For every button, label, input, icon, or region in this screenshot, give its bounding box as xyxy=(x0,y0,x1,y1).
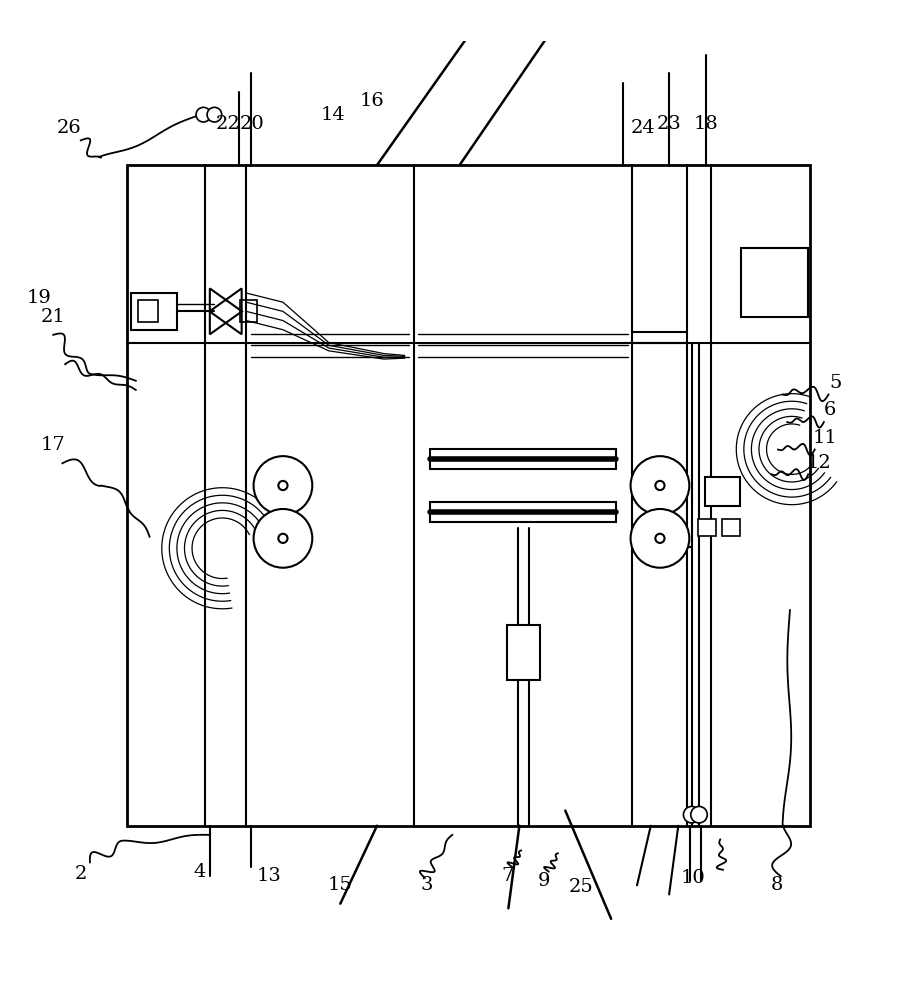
Text: 15: 15 xyxy=(328,876,353,894)
Text: 26: 26 xyxy=(56,119,81,137)
Bar xyxy=(507,625,540,680)
Circle shape xyxy=(630,456,689,515)
Bar xyxy=(705,477,740,506)
Circle shape xyxy=(690,806,707,823)
Text: 20: 20 xyxy=(240,115,265,133)
Text: 8: 8 xyxy=(771,876,784,894)
Circle shape xyxy=(279,534,288,543)
Text: 12: 12 xyxy=(807,454,832,472)
Circle shape xyxy=(196,107,210,122)
Text: 5: 5 xyxy=(830,374,842,392)
Text: 13: 13 xyxy=(257,867,282,885)
Bar xyxy=(131,293,177,330)
Text: 4: 4 xyxy=(194,863,206,881)
Text: 19: 19 xyxy=(27,289,52,307)
Bar xyxy=(430,502,616,522)
Text: 21: 21 xyxy=(41,308,66,326)
Text: 25: 25 xyxy=(569,878,593,896)
Text: 14: 14 xyxy=(320,106,345,124)
Text: 23: 23 xyxy=(656,115,681,133)
Bar xyxy=(240,300,257,322)
Bar xyxy=(138,300,158,322)
Circle shape xyxy=(207,107,222,122)
Bar xyxy=(722,519,740,536)
Bar xyxy=(741,248,809,317)
Text: 10: 10 xyxy=(680,869,705,887)
Text: 17: 17 xyxy=(41,436,66,454)
Text: 3: 3 xyxy=(420,876,433,894)
Text: 6: 6 xyxy=(824,401,836,419)
Text: 11: 11 xyxy=(812,429,837,447)
Bar xyxy=(698,519,716,536)
Text: 7: 7 xyxy=(501,867,513,885)
Circle shape xyxy=(630,509,689,568)
Bar xyxy=(430,449,616,469)
Circle shape xyxy=(279,481,288,490)
Text: 18: 18 xyxy=(693,115,718,133)
Circle shape xyxy=(683,806,700,823)
Text: 9: 9 xyxy=(538,872,550,890)
Text: 16: 16 xyxy=(359,92,384,110)
Text: 24: 24 xyxy=(630,119,655,137)
Circle shape xyxy=(655,534,665,543)
Circle shape xyxy=(655,481,665,490)
Circle shape xyxy=(254,509,312,568)
Circle shape xyxy=(254,456,312,515)
Text: 2: 2 xyxy=(75,865,87,883)
Text: 22: 22 xyxy=(216,115,241,133)
Bar xyxy=(126,165,810,826)
